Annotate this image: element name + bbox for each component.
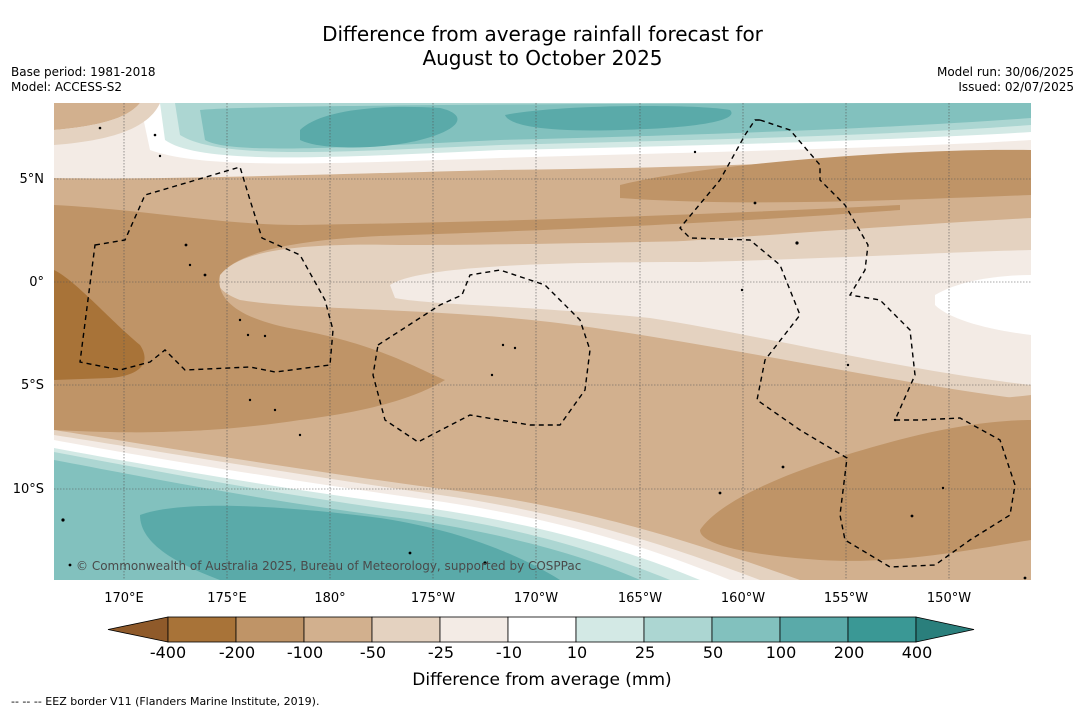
north-corner-dry	[54, 103, 140, 130]
lon-labels: 170°E 175°E 180° 175°W 170°W 165°W 160°W…	[104, 591, 971, 606]
lat-tick: 5°N	[20, 172, 45, 187]
west-dry-core	[54, 270, 145, 380]
colorbar-label: 50	[703, 643, 723, 662]
colorbar-label: -10	[496, 643, 522, 662]
colorbar-swatch	[235, 616, 305, 643]
eez-border-kiribati-gilbert	[79, 166, 334, 373]
lon-tick: 175°W	[411, 591, 455, 606]
colorbar-swatch	[167, 616, 237, 643]
equatorial-tongue-white	[390, 250, 1031, 385]
colorbar-label: 10	[567, 643, 587, 662]
colorbar-label: 400	[902, 643, 933, 662]
base-period: Base period: 1981-2018	[11, 65, 156, 79]
colorbar-swatch	[575, 616, 645, 643]
colorbar-label: -200	[219, 643, 255, 662]
issued-date: Issued: 02/07/2025	[958, 80, 1074, 94]
lon-tick: 180°	[314, 591, 345, 606]
colorbar-swatch	[371, 616, 441, 643]
title-line-1: Difference from average rainfall forecas…	[322, 22, 763, 46]
dry-band-5n	[620, 149, 1031, 203]
map-panel: © Commonwealth of Australia 2025, Bureau…	[54, 103, 1031, 580]
lon-tick: 170°W	[514, 591, 558, 606]
north-corner-light	[54, 103, 160, 145]
meta-right: Model run: 30/06/2025 Issued: 02/07/2025	[937, 65, 1074, 95]
colorbar-label: -25	[428, 643, 454, 662]
colorbar-label: -400	[150, 643, 186, 662]
colorbar-swatch	[507, 616, 577, 643]
lat-tick: 0°	[29, 275, 44, 290]
lon-tick: 170°E	[104, 591, 144, 606]
north-band-teal4b	[505, 105, 732, 131]
lon-tick: 155°W	[824, 591, 868, 606]
lon-tick: 160°W	[721, 591, 765, 606]
meta-left: Base period: 1981-2018 Model: ACCESS-S2	[11, 65, 156, 95]
colorbar-swatch	[439, 616, 509, 643]
map-title: Difference from average rainfall forecas…	[0, 22, 1085, 70]
eez-border-kiribati-phoenix	[372, 269, 591, 443]
graticule	[54, 103, 1031, 580]
colorbar-label: 100	[766, 643, 797, 662]
title-line-2: August to October 2025	[422, 46, 663, 70]
colorbar-label: -50	[360, 643, 386, 662]
colorbar	[107, 616, 975, 643]
lat-tick: 5°S	[21, 378, 44, 393]
south-band-teal4	[140, 505, 560, 580]
colorbar-swatch	[303, 616, 373, 643]
colorbar-swatch	[779, 616, 849, 643]
lon-tick: 165°W	[618, 591, 662, 606]
colorbar-swatch	[711, 616, 781, 643]
colorbar-swatch	[847, 616, 917, 643]
copyright-text: © Commonwealth of Australia 2025, Bureau…	[76, 559, 581, 573]
model-name: Model: ACCESS-S2	[11, 80, 123, 94]
west-dry-band	[54, 205, 900, 433]
model-run: Model run: 30/06/2025	[936, 65, 1074, 79]
lat-tick: 10°S	[13, 482, 44, 497]
south-mid-dry	[700, 420, 1031, 561]
colorbar-swatch	[643, 616, 713, 643]
equatorial-tongue-whitest	[935, 275, 1031, 335]
eez-border-kiribati-line	[679, 119, 1016, 568]
colorbar-arrow-high	[915, 616, 975, 643]
colorbar-label: -100	[287, 643, 323, 662]
colorbar-label: 200	[834, 643, 865, 662]
colorbar-labels: -400 -200 -100 -50 -25 -10 10 25 50 100 …	[150, 643, 932, 662]
eez-legend-footer: -- -- -- EEZ border V11 (Flanders Marine…	[11, 695, 320, 708]
north-band-teal4a	[300, 106, 458, 148]
colorbar-label: 25	[635, 643, 655, 662]
islands	[61, 126, 1027, 580]
lat-labels: 5°N 0° 5°S 10°S	[13, 172, 44, 497]
colorbar-arrow-low	[107, 616, 169, 643]
colorbar-title: Difference from average (mm)	[412, 670, 671, 690]
eez-borders	[79, 119, 1016, 568]
lon-tick: 150°W	[927, 591, 971, 606]
lon-tick: 175°E	[207, 591, 247, 606]
